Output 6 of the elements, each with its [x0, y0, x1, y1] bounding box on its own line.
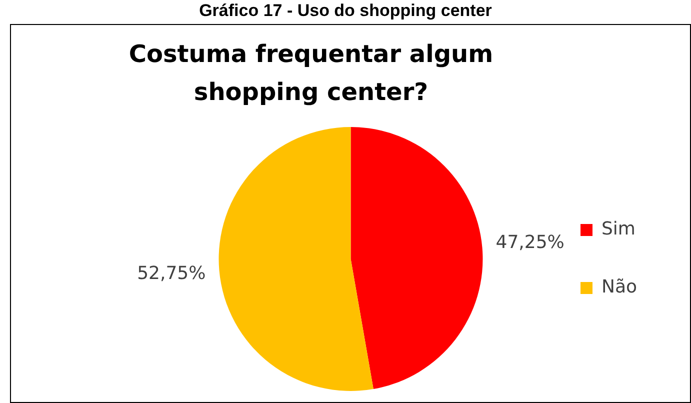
legend-label: Não — [601, 276, 638, 298]
data-label: 47,25% — [496, 232, 564, 254]
text: Gráfico 17 - Uso do shopping center — [198, 0, 493, 22]
data-label: 52,75% — [137, 263, 206, 284]
chart-title: Costuma frequentar algum shopping center? — [128, 39, 494, 108]
legend-label: Sim — [601, 218, 636, 240]
